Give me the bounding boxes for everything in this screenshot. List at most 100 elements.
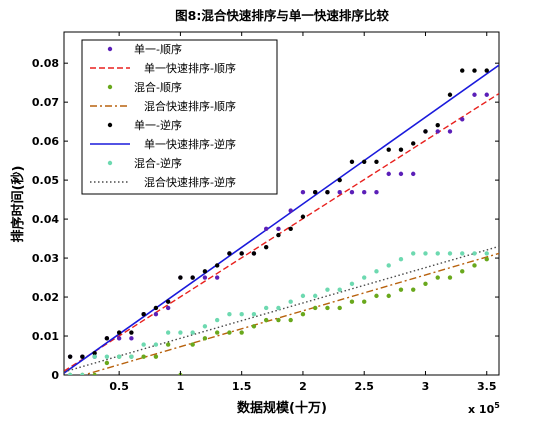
series-7-point — [447, 251, 453, 256]
series-3-point — [276, 317, 281, 323]
series-4-line — [81, 252, 499, 375]
series-1-point — [386, 171, 391, 177]
series-7-point — [472, 251, 477, 256]
series-3-point — [227, 330, 232, 335]
legend-entry: 混合-顺序 — [134, 80, 182, 94]
series-5-point — [178, 275, 183, 280]
y-tick-label: 0.04 — [32, 213, 59, 226]
x-tick-label: 1 — [177, 380, 185, 393]
x-tick-label: 3 — [422, 380, 430, 393]
series-7-point — [214, 317, 220, 323]
series-7-point — [325, 287, 330, 292]
legend-marker — [107, 160, 113, 166]
y-tick-label: 0.07 — [32, 96, 59, 109]
series-5-point — [202, 269, 208, 274]
series-8-line — [64, 245, 499, 373]
series-7-point — [116, 354, 122, 359]
legend-entry: 单一快速排序-顺序 — [144, 61, 236, 75]
series-7-point — [312, 293, 318, 299]
series-2-line — [64, 93, 499, 372]
series-1-point — [288, 208, 293, 213]
series-7-point — [202, 324, 208, 329]
series-3-point — [92, 372, 97, 375]
series-5-point — [484, 68, 489, 73]
series-1-point — [337, 189, 342, 195]
series-5-point — [423, 129, 428, 134]
x-tick-label: 0.5 — [109, 380, 129, 393]
series-1-point — [116, 336, 122, 341]
series-1-point — [398, 171, 404, 177]
series-3-point — [398, 287, 404, 292]
series-5-point — [312, 189, 318, 195]
series-7-point — [337, 287, 342, 292]
series-1-point — [374, 189, 379, 195]
series-7-point — [165, 330, 171, 335]
legend-entry: 混合快速排序-顺序 — [144, 99, 236, 113]
series-3-point — [447, 275, 453, 280]
series-7-point — [67, 372, 73, 375]
series-1-point — [165, 305, 171, 311]
series-7-point — [239, 311, 244, 317]
series-5-point — [227, 251, 232, 256]
series-5-point — [411, 141, 416, 146]
series-5-point — [116, 330, 122, 335]
series-6-line — [64, 64, 499, 374]
series-5-point — [153, 305, 159, 311]
series-3-point — [349, 299, 355, 304]
series-1-point — [214, 275, 220, 280]
x-tick-label: 1.5 — [232, 380, 252, 393]
x-tick-label: 3.5 — [477, 380, 497, 393]
y-tick-label: 0.08 — [32, 57, 59, 70]
y-tick-label: 0 — [51, 369, 59, 382]
series-3-point — [251, 324, 257, 329]
series-7-point — [423, 251, 428, 256]
series-1-point — [484, 92, 489, 97]
series-3-point — [214, 330, 220, 335]
series-7-point — [374, 269, 379, 274]
series-3-point — [104, 360, 110, 366]
series-5-point — [386, 147, 391, 152]
series-5-point — [67, 354, 73, 359]
series-7-point — [288, 299, 293, 304]
series-7-point — [263, 305, 269, 311]
series-lines — [64, 64, 499, 375]
series-3-point — [288, 317, 293, 323]
y-tick-label: 0.05 — [32, 174, 59, 187]
series-7-point — [104, 354, 110, 359]
axis-ticks: 0.5 1 1.5 2 2.5 3 3.5 0 0.01 0.02 0.03 0.04 0.05 0.06… — [32, 32, 499, 393]
series-1-point — [362, 189, 367, 195]
series-1-point — [435, 129, 440, 134]
series-5-point — [362, 159, 367, 164]
legend-marker — [107, 84, 113, 90]
legend-entry: 混合-逆序 — [134, 156, 182, 170]
series-7-point — [129, 354, 134, 359]
series-3-point — [374, 293, 379, 299]
series-5-point — [337, 177, 342, 183]
series-1-point — [447, 129, 453, 134]
legend-entry: 单一-逆序 — [134, 118, 182, 132]
series-5-point — [251, 251, 257, 256]
x-exponent: 5 — [494, 401, 500, 410]
series-3-point — [386, 293, 391, 299]
series-1-point — [411, 171, 416, 177]
series-5-point — [349, 159, 355, 164]
series-1-point — [129, 336, 134, 341]
series-7-point — [141, 342, 146, 347]
legend-entry: 混合快速排序-逆序 — [144, 175, 236, 189]
y-tick-label: 0.06 — [32, 135, 59, 148]
series-3-point — [165, 342, 171, 347]
series-5-point — [460, 68, 465, 73]
series-3-point — [460, 269, 465, 274]
series-5-point — [374, 159, 379, 164]
series-1-point — [472, 92, 477, 97]
series-5-point — [141, 311, 146, 317]
series-3-point — [153, 354, 159, 359]
series-1-point — [263, 226, 269, 232]
x-tick-label: 2.5 — [354, 380, 374, 393]
series-3-point — [190, 342, 195, 347]
series-5-point — [214, 263, 220, 268]
series-7-point — [386, 263, 391, 268]
series-7-point — [276, 305, 281, 311]
legend-box — [81, 39, 278, 195]
